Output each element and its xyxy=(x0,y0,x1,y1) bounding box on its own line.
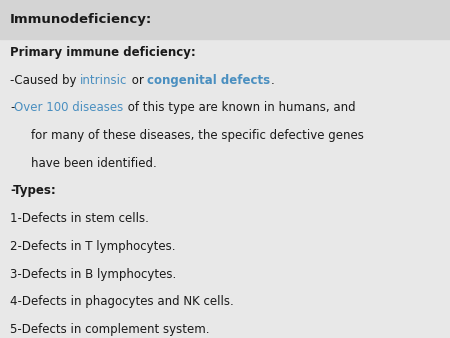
Text: have been identified.: have been identified. xyxy=(31,157,156,170)
Text: Primary immune deficiency:: Primary immune deficiency: xyxy=(10,46,196,59)
Text: congenital defects: congenital defects xyxy=(147,74,270,87)
Text: intrinsic: intrinsic xyxy=(80,74,127,87)
Text: 5-Defects in complement system.: 5-Defects in complement system. xyxy=(10,323,209,336)
Text: Immunodeficiency:: Immunodeficiency: xyxy=(10,13,152,26)
Text: 4-Defects in phagocytes and NK cells.: 4-Defects in phagocytes and NK cells. xyxy=(10,295,234,308)
Text: .: . xyxy=(270,74,274,87)
Text: of this type are known in humans, and: of this type are known in humans, and xyxy=(123,101,355,114)
Text: 1-Defects in stem cells.: 1-Defects in stem cells. xyxy=(10,212,149,225)
Text: -Caused by: -Caused by xyxy=(10,74,80,87)
Text: 2-Defects in T lymphocytes.: 2-Defects in T lymphocytes. xyxy=(10,240,176,253)
Text: for many of these diseases, the specific defective genes: for many of these diseases, the specific… xyxy=(31,129,364,142)
Bar xyxy=(0,0,450,39)
Text: Over 100 diseases: Over 100 diseases xyxy=(14,101,123,114)
Text: -: - xyxy=(10,101,14,114)
Text: -Types:: -Types: xyxy=(10,185,56,197)
Text: or: or xyxy=(127,74,147,87)
Text: 3-Defects in B lymphocytes.: 3-Defects in B lymphocytes. xyxy=(10,268,176,281)
